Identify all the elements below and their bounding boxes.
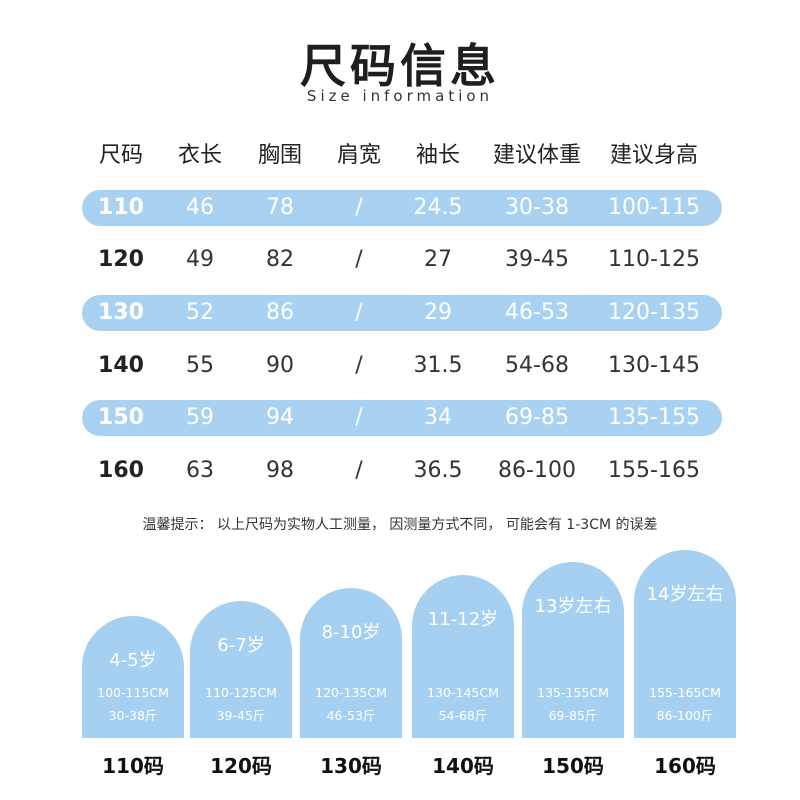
size-cell: 120 xyxy=(98,247,144,272)
column-header: 尺码 xyxy=(98,143,143,168)
card-age: 8-10岁 xyxy=(321,622,381,643)
table-cell: 46 xyxy=(186,195,214,220)
row-highlight xyxy=(82,190,722,226)
column-header: 建议体重 xyxy=(492,143,581,168)
table-cell: 36.5 xyxy=(413,458,463,483)
table-cell: 54-68 xyxy=(505,353,569,378)
table-cell: 24.5 xyxy=(413,195,463,220)
table-cell: 100-115 xyxy=(608,195,700,220)
table-cell: 82 xyxy=(266,247,294,272)
card-weight: 46-53斤 xyxy=(326,708,376,723)
card-height: 130-145CM xyxy=(427,685,499,700)
table-cell: / xyxy=(355,353,363,378)
card-size-code: 160码 xyxy=(654,754,716,778)
size-card: 11-12岁 130-145CM 54-68斤 xyxy=(412,575,514,738)
table-cell: / xyxy=(355,458,363,483)
table-cell: / xyxy=(355,247,363,272)
card-size-code: 110码 xyxy=(102,754,164,778)
table-cell: 30-38 xyxy=(505,195,569,220)
card-age: 13岁左右 xyxy=(534,596,612,617)
card-height: 120-135CM xyxy=(315,685,387,700)
page-subtitle: Size information xyxy=(306,87,494,105)
size-card: 13岁左右 135-155CM 69-85斤 xyxy=(522,562,624,738)
card-height: 135-155CM xyxy=(537,685,609,700)
table-cell: 94 xyxy=(266,405,294,430)
card-size-code: 140码 xyxy=(432,754,494,778)
table-cell: 39-45 xyxy=(505,247,569,272)
size-cell: 160 xyxy=(98,458,144,483)
card-weight: 30-38斤 xyxy=(108,708,158,723)
card-height: 110-125CM xyxy=(205,685,277,700)
table-cell: 49 xyxy=(186,247,214,272)
column-header: 建议身高 xyxy=(609,143,698,168)
table-cell: / xyxy=(355,195,363,220)
card-size-code: 150码 xyxy=(542,754,604,778)
card-age: 11-12岁 xyxy=(427,609,499,630)
table-cell: / xyxy=(355,300,363,325)
column-header: 胸围 xyxy=(257,143,302,168)
table-cell: 55 xyxy=(186,353,214,378)
size-card: 4-5岁 100-115CM 30-38斤 xyxy=(82,616,184,738)
size-card: 6-7岁 110-125CM 39-45斤 xyxy=(190,601,292,738)
table-cell: 69-85 xyxy=(505,405,569,430)
size-cell: 150 xyxy=(98,405,144,430)
measurement-note: 温馨提示： 以上尺码为实物人工测量， 因测量方式不同， 可能会有 1-3CM 的… xyxy=(142,517,658,533)
table-cell: 59 xyxy=(186,405,214,430)
table-cell: 110-125 xyxy=(608,247,700,272)
card-height: 100-115CM xyxy=(97,685,169,700)
table-cell: 52 xyxy=(186,300,214,325)
card-age: 4-5岁 xyxy=(109,650,157,671)
table-cell: / xyxy=(355,405,363,430)
card-weight: 86-100斤 xyxy=(656,708,714,723)
size-card: 14岁左右 155-165CM 86-100斤 xyxy=(634,550,736,738)
card-weight: 39-45斤 xyxy=(216,708,266,723)
size-cell: 110 xyxy=(98,195,144,220)
table-cell: 31.5 xyxy=(413,353,463,378)
table-cell: 135-155 xyxy=(608,405,700,430)
card-age: 14岁左右 xyxy=(646,584,724,605)
table-cell: 86 xyxy=(266,300,294,325)
table-cell: 98 xyxy=(266,458,294,483)
table-cell: 34 xyxy=(424,405,452,430)
table-cell: 130-145 xyxy=(608,353,700,378)
table-cell: 78 xyxy=(266,195,294,220)
table-cell: 120-135 xyxy=(608,300,700,325)
card-size-code: 120码 xyxy=(210,754,272,778)
column-header: 袖长 xyxy=(415,143,460,168)
table-cell: 29 xyxy=(424,300,452,325)
table-cell: 27 xyxy=(424,247,452,272)
card-weight: 69-85斤 xyxy=(548,708,598,723)
card-height: 155-165CM xyxy=(649,685,721,700)
card-weight: 54-68斤 xyxy=(438,708,488,723)
row-highlight xyxy=(82,400,722,436)
table-cell: 86-100 xyxy=(498,458,576,483)
table-cell: 90 xyxy=(266,353,294,378)
column-header: 肩宽 xyxy=(336,143,381,168)
size-cell: 140 xyxy=(98,353,144,378)
table-cell: 155-165 xyxy=(608,458,700,483)
size-cell: 130 xyxy=(98,300,144,325)
column-header: 衣长 xyxy=(177,143,222,168)
table-cell: 63 xyxy=(186,458,214,483)
size-card: 8-10岁 120-135CM 46-53斤 xyxy=(300,588,402,738)
table-cell: 46-53 xyxy=(505,300,569,325)
row-highlight xyxy=(82,295,722,331)
card-age: 6-7岁 xyxy=(217,635,265,656)
page-title: 尺码信息 xyxy=(300,39,500,93)
card-size-code: 130码 xyxy=(320,754,382,778)
